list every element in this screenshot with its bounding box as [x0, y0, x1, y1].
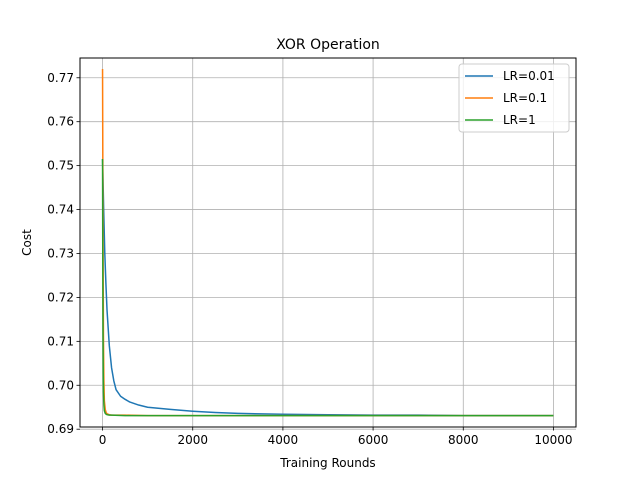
legend-label: LR=0.01: [503, 69, 555, 83]
y-tick-label: 0.70: [47, 378, 74, 392]
x-tick-label: 0: [99, 433, 107, 447]
series-line-3: [101, 159, 554, 417]
y-tick-label: 0.69: [47, 422, 74, 436]
grid: [80, 58, 576, 430]
y-tick-label: 0.77: [47, 71, 74, 85]
legend-label: LR=0.1: [503, 91, 547, 105]
x-axis-ticks: 0 2000 4000 6000 8000 10000: [99, 427, 573, 447]
y-tick-label: 0.76: [47, 115, 74, 129]
y-tick-label: 0.71: [47, 334, 74, 348]
series-lines: [101, 68, 554, 417]
legend-box: [458, 63, 570, 133]
y-tick-label: 0.74: [47, 203, 74, 217]
y-axis-ticks: 0.69 0.70 0.71 0.72 0.73 0.74 0.75 0.76 0.77: [47, 71, 80, 436]
x-axis-title: Training Rounds: [279, 456, 375, 470]
legend: LR=0.01 LR=0.1 LR=1: [458, 63, 570, 133]
x-tick-label: 8000: [448, 433, 479, 447]
y-tick-label: 0.73: [47, 246, 74, 260]
plot-frame: [79, 57, 577, 428]
x-tick-label: 4000: [268, 433, 299, 447]
chart-title: XOR Operation: [276, 37, 380, 53]
legend-label: LR=1: [503, 113, 536, 127]
y-axis-title: Cost: [20, 229, 34, 256]
x-tick-label: 10000: [534, 433, 572, 447]
x-tick-label: 2000: [177, 433, 208, 447]
x-tick-label: 6000: [358, 433, 389, 447]
y-tick-label: 0.72: [47, 290, 74, 304]
y-tick-label: 0.75: [47, 159, 74, 173]
